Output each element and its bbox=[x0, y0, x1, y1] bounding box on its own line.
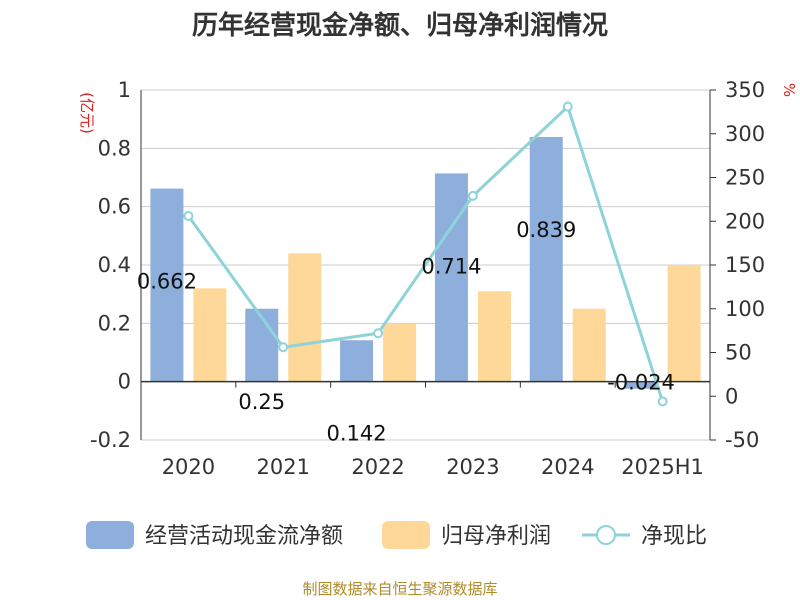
legend-swatch-net-profit bbox=[382, 521, 430, 549]
gridlines bbox=[141, 89, 710, 441]
ratio-point bbox=[373, 328, 384, 339]
category-label: 2022 bbox=[351, 455, 404, 479]
category-label: 2024 bbox=[541, 455, 594, 479]
category-label: 2020 bbox=[162, 455, 215, 479]
footer-source: 制图数据来自恒生聚源数据库 bbox=[302, 580, 497, 598]
right-tick-label: 0 bbox=[725, 384, 738, 408]
bar-cash-flow bbox=[340, 340, 374, 382]
right-tick-label: 50 bbox=[725, 341, 752, 365]
left-tick-label: 1 bbox=[118, 78, 131, 102]
bar-value-label: 0.142 bbox=[327, 421, 387, 445]
right-axis-unit: % bbox=[780, 83, 798, 97]
bar-cash-flow bbox=[624, 381, 658, 389]
bar-net-profit bbox=[383, 323, 417, 382]
category-label: 2021 bbox=[257, 455, 310, 479]
bar-net-profit bbox=[193, 288, 227, 382]
left-tick-label: 0.2 bbox=[98, 311, 131, 335]
ratio-point bbox=[467, 190, 478, 201]
right-tick-label: -50 bbox=[725, 428, 759, 452]
bar-value-label: 0.25 bbox=[238, 390, 285, 414]
right-tick-label: 300 bbox=[725, 122, 765, 146]
bar-value-label: 0.662 bbox=[137, 270, 197, 294]
right-tick-label: 100 bbox=[725, 297, 765, 321]
bar-net-profit bbox=[288, 253, 322, 382]
left-tick-label: -0.2 bbox=[90, 428, 131, 452]
bar-cash-flow bbox=[150, 188, 184, 382]
data-labels: 0.662 0.25 0.142 0.714 0.839 -0.024 bbox=[137, 218, 675, 445]
bar-value-label: -0.024 bbox=[607, 371, 675, 395]
bar-value-label: 0.714 bbox=[421, 254, 481, 278]
right-tick-label: 150 bbox=[725, 253, 765, 277]
bar-net-profit bbox=[667, 265, 701, 382]
legend-label-net-profit: 归母净利润 bbox=[441, 524, 551, 549]
bar-net-profit bbox=[477, 291, 511, 382]
bar-group bbox=[150, 136, 701, 389]
right-tick-label: 250 bbox=[725, 166, 765, 190]
legend-label-ratio: 净现比 bbox=[641, 524, 707, 549]
left-tick-label: 0 bbox=[118, 370, 131, 394]
bar-cash-flow bbox=[529, 136, 563, 382]
ratio-point bbox=[278, 342, 289, 353]
bar-cash-flow bbox=[434, 173, 468, 382]
axes: 1 0.8 0.6 0.4 0.2 0 -0.2 350 300 250 200 150 100 50 0 -… bbox=[90, 78, 765, 479]
bar-cash-flow bbox=[245, 308, 279, 382]
bar-net-profit bbox=[572, 308, 606, 382]
ratio-line-group bbox=[183, 101, 668, 407]
left-axis-unit: (亿元) bbox=[78, 92, 96, 134]
ratio-point bbox=[183, 211, 194, 221]
chart-title: 历年经营现金净额、归母净利润情况 bbox=[192, 10, 608, 41]
bar-value-label: 0.839 bbox=[516, 218, 576, 242]
right-tick-label: 350 bbox=[725, 78, 765, 102]
left-tick-label: 0.6 bbox=[98, 195, 131, 219]
right-tick-label: 200 bbox=[725, 209, 765, 233]
ratio-point bbox=[562, 101, 573, 112]
ratio-point bbox=[657, 396, 668, 407]
legend-swatch-cash-flow bbox=[86, 521, 134, 549]
legend-label-cash-flow: 经营活动现金流净额 bbox=[145, 524, 343, 549]
left-tick-label: 0.8 bbox=[98, 136, 131, 160]
left-tick-label: 0.4 bbox=[98, 253, 131, 277]
legend: 经营活动现金流净额 归母净利润 净现比 bbox=[86, 521, 707, 549]
ratio-line bbox=[187, 103, 665, 402]
category-label: 2023 bbox=[446, 455, 499, 479]
category-label: 2025H1 bbox=[621, 455, 704, 479]
legend-swatch-ratio-point bbox=[596, 525, 616, 545]
